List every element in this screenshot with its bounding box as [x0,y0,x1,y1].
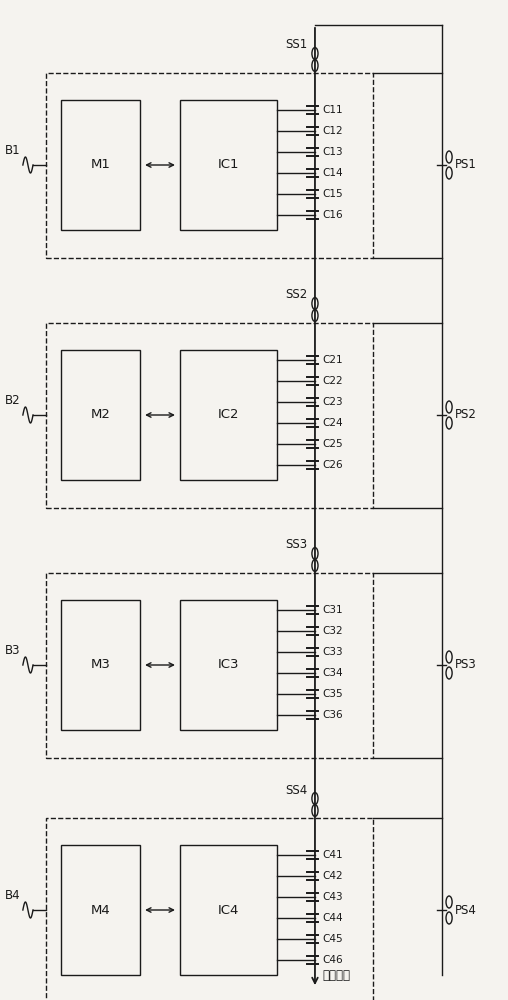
Text: C32: C32 [323,626,343,636]
Bar [46,73,373,258]
Text: SS3: SS3 [285,538,307,552]
Bar [180,845,277,975]
Text: C35: C35 [323,689,343,699]
Text: C34: C34 [323,668,343,678]
Text: C26: C26 [323,460,343,470]
Text: C43: C43 [323,892,343,902]
Text: PS3: PS3 [455,658,477,672]
Text: C12: C12 [323,126,343,136]
Text: IC2: IC2 [218,408,239,422]
Bar [46,572,373,758]
Text: C23: C23 [323,397,343,407]
Text: C21: C21 [323,355,343,365]
Text: M2: M2 [90,408,110,422]
Bar [180,350,277,480]
Text: C25: C25 [323,439,343,449]
Bar [61,600,140,730]
Bar [180,600,277,730]
Text: M1: M1 [90,158,110,172]
Text: C45: C45 [323,934,343,944]
Bar [46,818,373,1000]
Text: C16: C16 [323,210,343,220]
Text: C24: C24 [323,418,343,428]
Text: PS4: PS4 [455,904,477,916]
Text: C41: C41 [323,850,343,860]
Text: M4: M4 [90,904,110,916]
Text: C14: C14 [323,168,343,178]
Bar [180,100,277,230]
Text: C46: C46 [323,955,343,965]
Text: B1: B1 [5,144,20,157]
Text: C22: C22 [323,376,343,386]
Text: C44: C44 [323,913,343,923]
Text: IC4: IC4 [218,904,239,916]
Text: 电池电流: 电池电流 [323,969,351,982]
Text: C31: C31 [323,605,343,615]
Bar [61,350,140,480]
Text: B4: B4 [5,889,20,902]
Bar [61,845,140,975]
Text: C15: C15 [323,189,343,199]
Text: IC3: IC3 [218,658,239,672]
Text: C11: C11 [323,105,343,115]
Text: C36: C36 [323,710,343,720]
Text: SS2: SS2 [285,288,307,302]
Text: C42: C42 [323,871,343,881]
Text: SS1: SS1 [285,38,307,51]
Text: IC1: IC1 [218,158,239,172]
Bar [46,322,373,508]
Text: B3: B3 [5,644,20,657]
Text: C13: C13 [323,147,343,157]
Text: M3: M3 [90,658,110,672]
Text: PS2: PS2 [455,408,477,422]
Bar [61,100,140,230]
Text: C33: C33 [323,647,343,657]
Text: SS4: SS4 [285,784,307,796]
Text: B2: B2 [5,394,20,407]
Text: PS1: PS1 [455,158,477,172]
